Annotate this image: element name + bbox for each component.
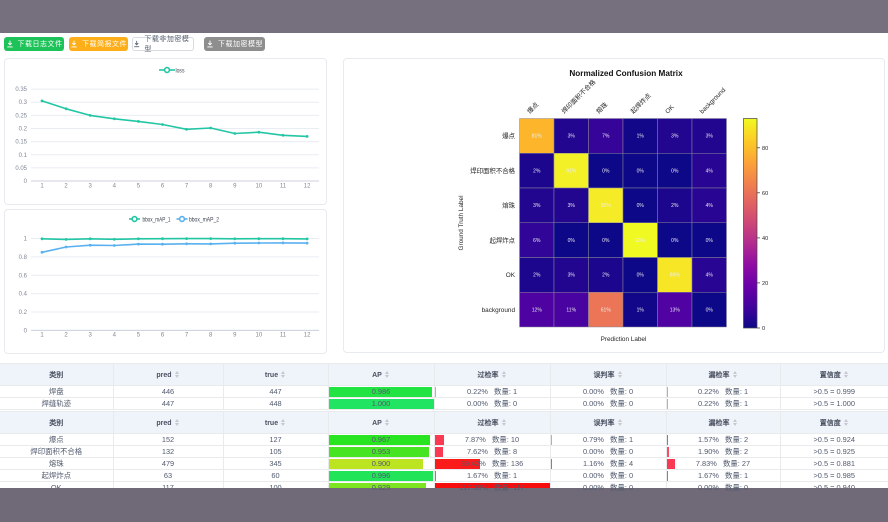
svg-text:0%: 0% (568, 238, 576, 244)
svg-text:80: 80 (762, 146, 768, 152)
svg-text:7: 7 (185, 333, 189, 339)
svg-text:0%: 0% (706, 238, 714, 244)
svg-text:Ground Truth Label: Ground Truth Label (458, 195, 465, 250)
svg-text:8: 8 (209, 184, 213, 190)
svg-text:0.4: 0.4 (19, 292, 28, 298)
svg-text:2: 2 (64, 333, 68, 339)
svg-text:5: 5 (137, 333, 141, 339)
svg-text:焊印面积不合格: 焊印面积不合格 (559, 77, 597, 115)
svg-text:0.35: 0.35 (15, 87, 27, 93)
svg-text:0%: 0% (671, 238, 679, 244)
svg-text:0%: 0% (602, 238, 610, 244)
svg-text:1%: 1% (637, 307, 645, 313)
svg-text:91%: 91% (566, 168, 577, 174)
svg-text:0: 0 (24, 179, 28, 185)
svg-text:loss: loss (176, 68, 185, 75)
svg-text:2%: 2% (602, 273, 610, 279)
svg-text:10: 10 (256, 184, 263, 190)
svg-text:1: 1 (40, 333, 44, 339)
svg-text:12: 12 (304, 184, 311, 190)
svg-text:9: 9 (233, 333, 237, 339)
svg-text:6%: 6% (533, 238, 541, 244)
svg-text:2%: 2% (533, 168, 541, 174)
svg-text:0.3: 0.3 (19, 100, 28, 106)
svg-text:12: 12 (304, 333, 311, 339)
svg-text:1: 1 (24, 237, 28, 243)
svg-text:1: 1 (40, 184, 44, 190)
svg-text:0.15: 0.15 (15, 140, 27, 146)
svg-text:11%: 11% (566, 307, 576, 313)
svg-text:bbox_mAP_1: bbox_mAP_1 (143, 217, 171, 224)
svg-text:81%: 81% (532, 134, 543, 140)
svg-text:3: 3 (89, 333, 93, 339)
svg-text:2: 2 (64, 184, 68, 190)
svg-text:3%: 3% (568, 134, 576, 140)
svg-text:4%: 4% (706, 168, 714, 174)
svg-text:8: 8 (209, 333, 213, 339)
svg-text:3: 3 (89, 184, 93, 190)
svg-text:11: 11 (280, 184, 287, 190)
svg-text:11: 11 (280, 333, 287, 339)
svg-text:60: 60 (762, 191, 768, 197)
svg-text:0%: 0% (637, 168, 645, 174)
svg-text:4%: 4% (706, 203, 714, 209)
svg-text:7: 7 (185, 184, 189, 190)
svg-text:0.2: 0.2 (19, 310, 28, 316)
svg-text:9: 9 (233, 184, 237, 190)
svg-text:0.25: 0.25 (15, 113, 27, 119)
svg-text:0.6: 0.6 (19, 273, 28, 279)
svg-text:6: 6 (161, 184, 165, 190)
svg-text:20: 20 (762, 281, 768, 287)
svg-text:2%: 2% (533, 273, 541, 279)
svg-text:0%: 0% (637, 273, 645, 279)
svg-text:3%: 3% (533, 203, 541, 209)
svg-text:6: 6 (161, 333, 165, 339)
svg-text:0%: 0% (706, 307, 714, 313)
svg-text:0%: 0% (671, 168, 679, 174)
svg-text:5: 5 (137, 184, 141, 190)
svg-text:Normalized Confusion Matrix: Normalized Confusion Matrix (569, 69, 683, 78)
svg-text:焊印面积不合格: 焊印面积不合格 (470, 166, 515, 175)
svg-text:起焊炸点: 起焊炸点 (628, 91, 653, 116)
svg-text:爆点: 爆点 (525, 100, 541, 116)
svg-text:background: background (482, 307, 516, 314)
svg-text:7%: 7% (602, 134, 610, 140)
svg-text:4: 4 (113, 333, 117, 339)
svg-text:3%: 3% (568, 273, 576, 279)
svg-text:0.05: 0.05 (15, 166, 27, 172)
svg-text:40: 40 (762, 236, 768, 242)
svg-text:90%: 90% (601, 203, 612, 209)
svg-text:3%: 3% (706, 134, 714, 140)
svg-text:OK: OK (664, 103, 676, 115)
svg-text:4%: 4% (706, 273, 714, 279)
svg-text:0: 0 (762, 326, 765, 332)
svg-text:OK: OK (506, 272, 516, 279)
svg-text:0: 0 (24, 328, 28, 334)
svg-text:0.8: 0.8 (19, 255, 28, 261)
svg-text:89%: 89% (670, 273, 681, 279)
svg-text:93%: 93% (635, 238, 646, 244)
svg-text:4: 4 (113, 184, 117, 190)
svg-text:1%: 1% (637, 134, 645, 140)
svg-text:爆点: 爆点 (502, 131, 515, 140)
svg-text:0%: 0% (637, 203, 645, 209)
svg-text:3%: 3% (671, 134, 679, 140)
svg-text:61%: 61% (601, 307, 612, 313)
svg-text:10: 10 (256, 333, 263, 339)
svg-text:background: background (699, 87, 728, 116)
svg-text:0.2: 0.2 (19, 127, 28, 133)
svg-text:起焊炸点: 起焊炸点 (489, 235, 515, 244)
svg-text:13%: 13% (670, 307, 681, 313)
svg-text:2%: 2% (671, 203, 679, 209)
svg-text:熔珠: 熔珠 (594, 100, 610, 116)
svg-text:熔珠: 熔珠 (502, 201, 515, 210)
svg-text:0.1: 0.1 (19, 153, 28, 159)
svg-text:Prediction Label: Prediction Label (601, 336, 647, 343)
svg-text:12%: 12% (532, 307, 543, 313)
svg-text:0%: 0% (602, 168, 610, 174)
svg-text:3%: 3% (568, 203, 576, 209)
svg-text:bbox_mAP_2: bbox_mAP_2 (189, 217, 219, 224)
